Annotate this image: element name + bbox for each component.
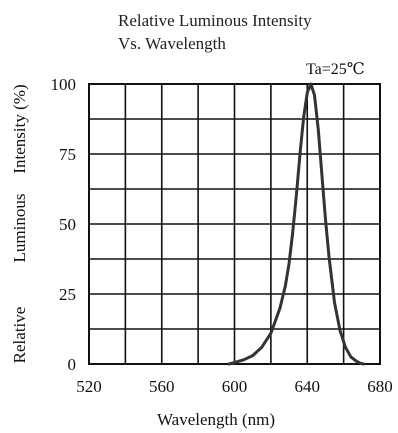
x-tick-label: 600 xyxy=(222,377,248,396)
y-tick-labels: 0 25 50 75 100 xyxy=(51,75,77,374)
y-axis-label: Relative Luminous Intensity (%) xyxy=(10,84,29,363)
y-axis-label-part-3: Intensity (%) xyxy=(10,84,29,173)
x-tick-label: 680 xyxy=(367,377,393,396)
y-tick-label: 25 xyxy=(59,285,76,304)
y-tick-label: 50 xyxy=(59,215,76,234)
x-tick-label: 640 xyxy=(295,377,321,396)
series-line xyxy=(227,82,366,366)
x-tick-labels: 520 560 600 640 680 xyxy=(76,377,393,396)
annotation-temperature: Ta=25℃ xyxy=(306,61,365,78)
y-axis-label-part-2: Luminous xyxy=(10,194,29,263)
x-tick-label: 520 xyxy=(76,377,102,396)
y-tick-label: 75 xyxy=(59,145,76,164)
y-axis-label-part-1: Relative xyxy=(10,307,29,364)
chart-title-line-1: Relative Luminous Intensity xyxy=(118,11,312,30)
chart-title-line-2: Vs. Wavelength xyxy=(118,34,226,53)
grid xyxy=(89,84,380,364)
x-tick-label: 560 xyxy=(149,377,175,396)
y-tick-label: 0 xyxy=(68,355,77,374)
y-tick-label: 100 xyxy=(51,75,77,94)
x-axis-label: Wavelength (nm) xyxy=(157,410,275,429)
